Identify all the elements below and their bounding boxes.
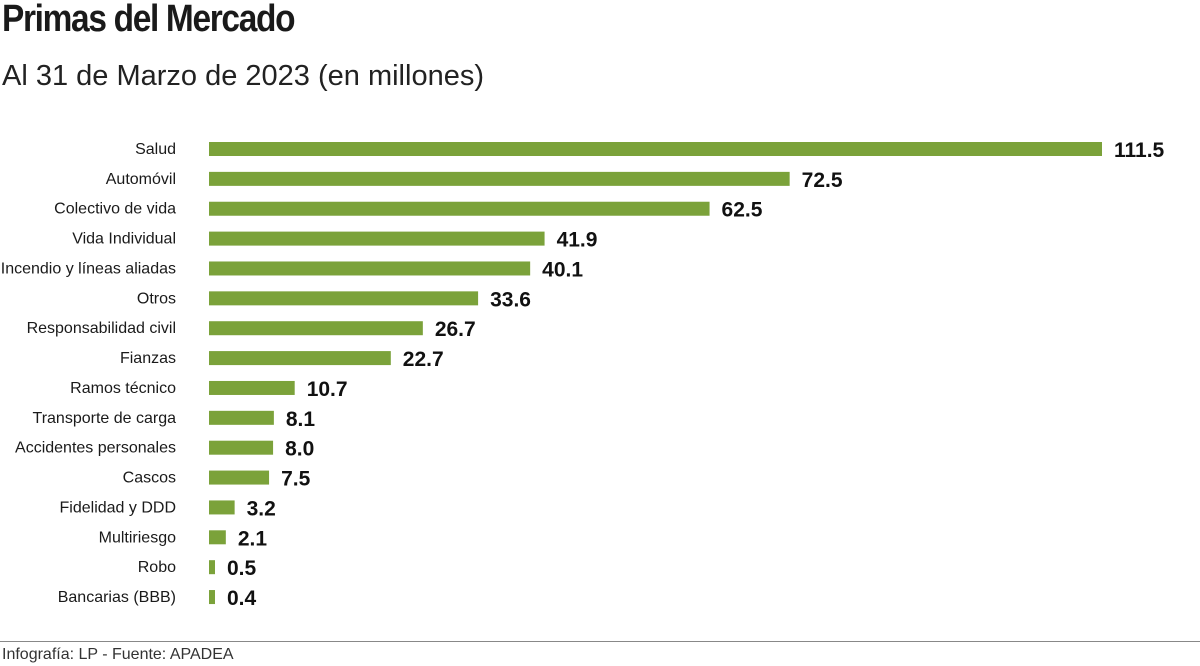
chart-subtitle: Al 31 de Marzo de 2023 (en millones) xyxy=(2,60,484,92)
bar xyxy=(209,351,391,366)
bar xyxy=(209,291,479,306)
value-label: 8.1 xyxy=(286,408,316,431)
value-label: 40.1 xyxy=(542,258,583,281)
bar-chart: Salud 111.5 Automóvil 72.5 Colectivo de vida… xyxy=(1,139,1165,610)
value-label: 0.5 xyxy=(227,557,257,580)
bar xyxy=(209,231,545,246)
value-label: 33.6 xyxy=(490,288,531,311)
value-label: 3.2 xyxy=(247,497,276,520)
category-label: Responsabilidad civil xyxy=(27,320,176,337)
value-label: 7.5 xyxy=(281,468,311,491)
bar xyxy=(209,590,215,605)
bar xyxy=(209,560,215,575)
value-label: 2.1 xyxy=(238,527,268,550)
category-label: Ramos técnico xyxy=(70,380,176,397)
category-label: Salud xyxy=(135,141,176,158)
bar xyxy=(209,142,1102,156)
bar xyxy=(209,410,274,425)
bar xyxy=(209,500,235,515)
footer-divider xyxy=(0,641,1200,642)
category-label: Colectivo de vida xyxy=(54,201,176,218)
bar xyxy=(209,470,270,485)
value-label: 62.5 xyxy=(722,199,763,222)
bar xyxy=(209,440,274,455)
value-label: 10.7 xyxy=(307,378,348,401)
category-label: Transporte de carga xyxy=(33,410,177,427)
category-label: Incendio y líneas aliadas xyxy=(1,260,176,277)
bar xyxy=(209,380,295,395)
value-label: 111.5 xyxy=(1114,139,1165,162)
bar xyxy=(209,171,790,186)
bar xyxy=(209,321,423,336)
bar xyxy=(209,261,531,276)
value-label: 22.7 xyxy=(403,348,444,371)
bar xyxy=(209,201,710,216)
category-label: Accidentes personales xyxy=(15,440,176,457)
category-label: Otros xyxy=(137,290,176,307)
category-label: Multiriesgo xyxy=(99,529,176,546)
source-note: Infografía: LP - Fuente: APADEA xyxy=(2,646,234,663)
chart-title: Primas del Mercado xyxy=(2,0,296,40)
category-label: Automóvil xyxy=(106,171,176,188)
value-label: 72.5 xyxy=(802,169,843,192)
category-label: Robo xyxy=(138,559,176,576)
category-label: Vida Individual xyxy=(72,231,176,248)
category-label: Fidelidad y DDD xyxy=(60,499,176,516)
category-label: Cascos xyxy=(123,470,176,487)
value-label: 8.0 xyxy=(285,438,314,461)
value-label: 26.7 xyxy=(435,318,476,341)
category-label: Fianzas xyxy=(120,350,176,367)
value-label: 0.4 xyxy=(227,587,257,610)
category-label: Bancarias (BBB) xyxy=(58,589,176,606)
value-label: 41.9 xyxy=(557,229,598,252)
bar xyxy=(209,530,226,545)
